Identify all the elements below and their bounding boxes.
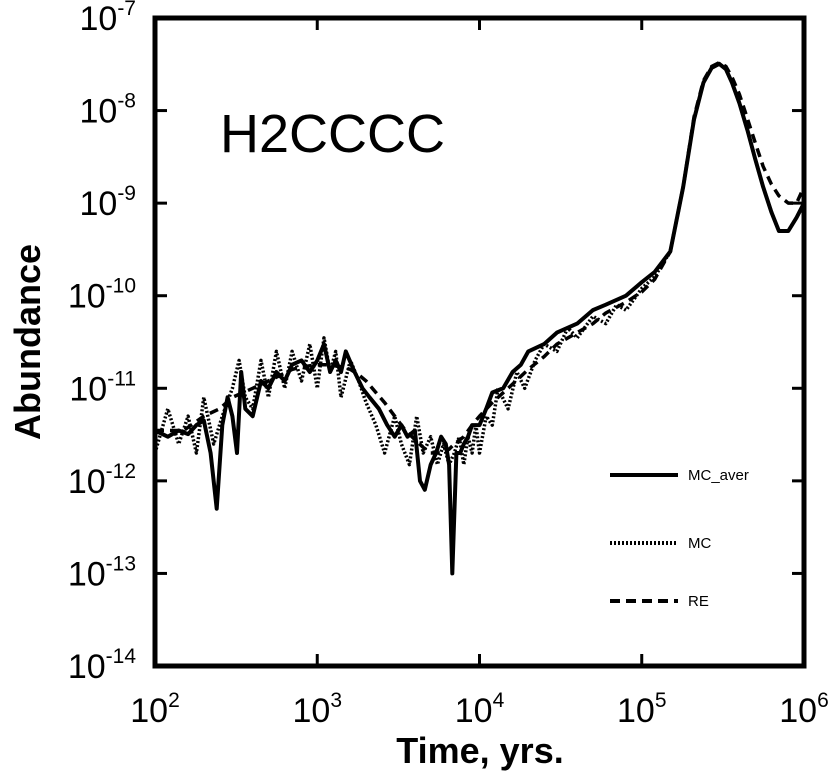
x-axis: 102 103 104 105 106 — [130, 18, 829, 730]
y-axis: 10-14 10-13 10-12 10-11 10-10 10-9 10-8 10-7 — [68, 0, 804, 686]
series-layer — [155, 60, 804, 576]
x-tick-label: 102 — [130, 689, 180, 730]
y-tick-label: 10-9 — [79, 182, 136, 223]
y-tick-label: 10-13 — [68, 552, 136, 593]
legend-label: MC — [688, 535, 711, 552]
chart-annotation: H2CCCC — [220, 104, 445, 164]
legend-label: MC_aver — [688, 467, 749, 484]
series-line-mc-aver — [155, 61, 804, 576]
x-tick-label: 103 — [292, 689, 342, 730]
x-axis-title: Time, yrs. — [396, 730, 563, 771]
y-tick-label: 10-14 — [68, 645, 137, 686]
x-tick-label: 105 — [617, 689, 667, 730]
x-tick-label: 106 — [779, 689, 829, 730]
y-tick-label: 10-12 — [68, 460, 136, 501]
y-axis-title: Abundance — [7, 244, 48, 440]
x-tick-label: 104 — [455, 689, 505, 730]
legend-label: RE — [688, 593, 709, 610]
y-tick-label: 10-7 — [79, 0, 136, 38]
y-tick-label: 10-10 — [68, 275, 136, 316]
legend: MC_aver MC RE — [610, 467, 749, 610]
y-tick-label: 10-11 — [69, 367, 136, 408]
y-tick-label: 10-8 — [79, 90, 136, 131]
